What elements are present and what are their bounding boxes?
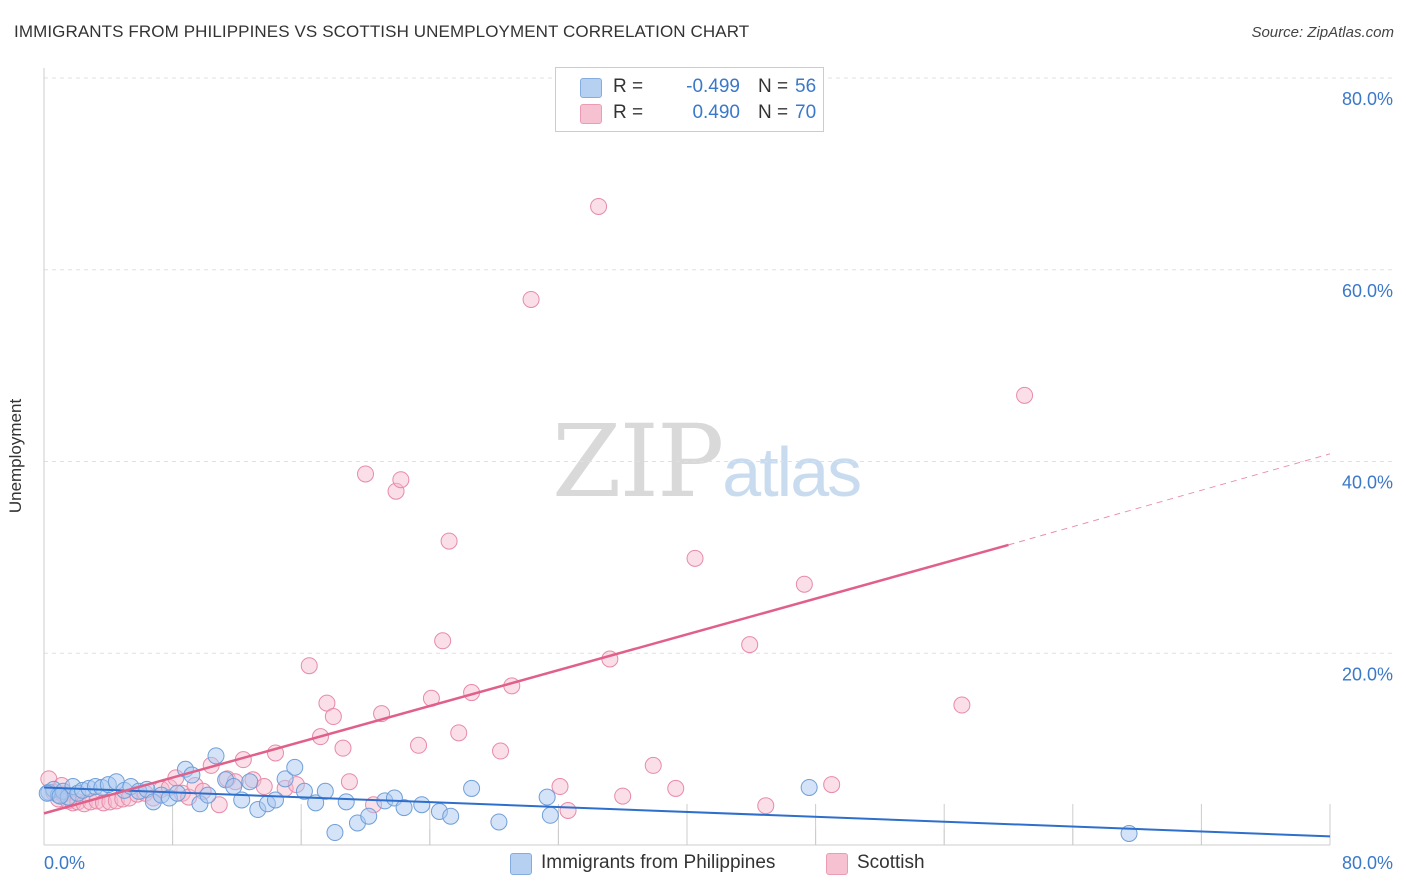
philippines-point: [241, 773, 259, 791]
philippines-point: [295, 782, 313, 800]
scottish-point: [1016, 386, 1034, 404]
philippines-point: [207, 747, 225, 765]
scottish-point: [392, 471, 410, 489]
source-label: Source: ZipAtlas.com: [1251, 24, 1394, 41]
y-tick-label: 80.0%: [1342, 89, 1393, 109]
x-tick-label: 80.0%: [1342, 853, 1393, 873]
philippines-point: [413, 796, 431, 814]
scottish-point: [434, 632, 452, 650]
scottish-point: [210, 796, 228, 814]
x-tick-label: 0.0%: [44, 853, 85, 873]
legend-swatch-philippines: [580, 78, 602, 98]
philippines-point: [337, 793, 355, 811]
philippines-point: [800, 778, 818, 796]
scottish-point: [492, 742, 510, 760]
legend-r-value: 0.490: [692, 102, 740, 123]
philippines-point: [395, 799, 413, 817]
watermark-atlas: atlas: [722, 433, 862, 511]
legend-swatch-scottish: [580, 104, 602, 124]
legend-r-value: -0.499: [686, 76, 740, 97]
scottish-point: [953, 696, 971, 714]
legend-r-label: R =: [613, 102, 644, 123]
bottom-legend-swatch-scottish: [826, 853, 848, 875]
legend-n-value: 70: [795, 102, 817, 123]
scottish-point: [757, 797, 775, 815]
scottish-point: [324, 708, 342, 726]
philippines-point: [276, 770, 294, 788]
scottish-point: [686, 549, 704, 567]
scottish-point: [823, 776, 841, 794]
y-tick-label: 60.0%: [1342, 281, 1393, 301]
legend-n-label: N =: [758, 102, 789, 123]
scottish-point: [334, 739, 352, 757]
scottish-point: [614, 787, 632, 805]
philippines-point: [266, 791, 284, 809]
scottish-point: [741, 636, 759, 654]
bottom-legend-swatch-philippines: [510, 853, 532, 875]
scottish-point: [644, 756, 662, 774]
y-tick-label: 40.0%: [1342, 473, 1393, 493]
scottish-point: [522, 290, 540, 308]
philippines-trendline: [43, 786, 1331, 838]
philippines-point: [442, 807, 460, 825]
scottish-trendline: [43, 543, 1009, 815]
bottom-legend-label-scottish: Scottish: [857, 852, 925, 873]
scottish-point: [559, 801, 577, 819]
scottish-point: [551, 778, 569, 796]
legend-n-value: 56: [795, 76, 817, 97]
philippines-point: [199, 786, 217, 804]
scottish-point: [440, 532, 458, 550]
scottish-point: [255, 778, 273, 796]
scottish-point: [795, 575, 813, 593]
philippines-point: [490, 813, 508, 831]
philippines-point: [286, 758, 304, 776]
scottish-point: [590, 197, 608, 215]
chart-title: IMMIGRANTS FROM PHILIPPINES VS SCOTTISH …: [14, 22, 750, 41]
scottish-point: [357, 465, 374, 483]
scottish-point: [300, 657, 318, 675]
bottom-legend-label-philippines: Immigrants from Philippines: [541, 852, 776, 873]
legend-n-label: N =: [758, 76, 789, 97]
scottish-point: [450, 724, 468, 742]
philippines-point: [326, 824, 344, 842]
philippines-point: [463, 779, 481, 797]
legend-r-label: R =: [613, 76, 644, 97]
philippines-point: [541, 806, 559, 824]
scottish-point: [667, 779, 685, 797]
philippines-point: [538, 788, 556, 806]
y-tick-label: 20.0%: [1342, 664, 1393, 684]
correlation-legend: R = -0.499 N = 56 R = 0.490 N = 70: [555, 67, 824, 132]
scottish-trendline-extension: [1008, 453, 1331, 546]
scottish-point: [410, 736, 428, 754]
philippines-point: [51, 787, 69, 805]
philippines-point: [316, 782, 334, 800]
philippines-point: [360, 807, 378, 825]
scottish-point: [340, 773, 358, 791]
